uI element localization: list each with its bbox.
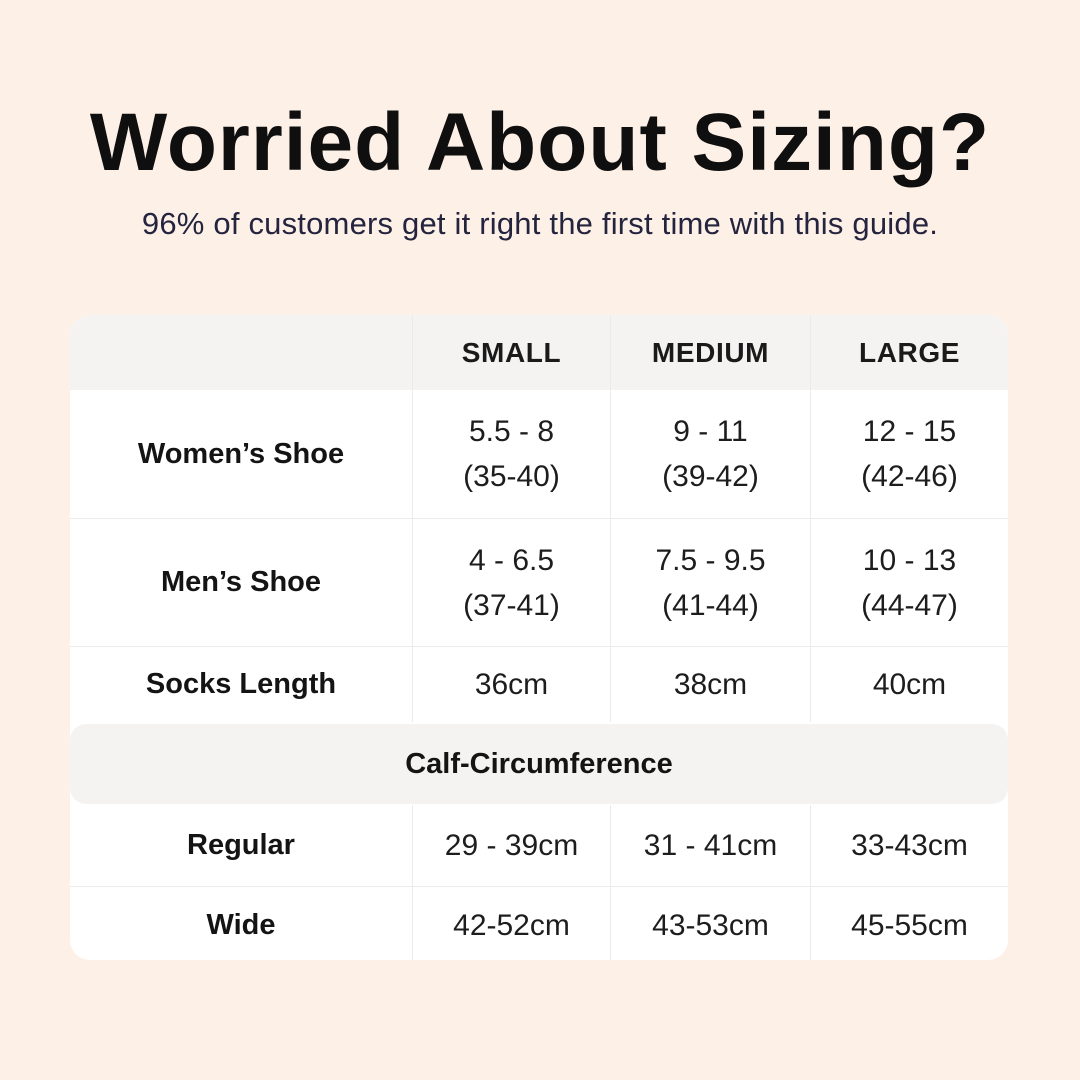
header-cell-small: SMALL xyxy=(412,315,610,390)
table-row-wide: Wide 42-52cm 43-53cm 45-55cm xyxy=(70,886,1008,960)
table-cell: 5.5 - 8 (35-40) xyxy=(412,390,610,518)
table-row-socks-length: Socks Length 36cm 38cm 40cm xyxy=(70,646,1008,722)
cell-value: 7.5 - 9.5 xyxy=(655,543,766,577)
table-cell: 31 - 41cm xyxy=(610,805,810,886)
cell-value: 4 - 6.5 xyxy=(468,543,555,577)
table-cell: 4 - 6.5 (37-41) xyxy=(412,519,610,646)
sizing-table-card: SMALL MEDIUM LARGE Women’s Shoe 5.5 - 8 … xyxy=(70,315,1008,960)
page-title: Worried About Sizing? xyxy=(89,97,991,188)
row-label-regular: Regular xyxy=(187,829,295,861)
cell-value-eu: (39-42) xyxy=(662,460,759,493)
table-row-womens-shoe: Women’s Shoe 5.5 - 8 (35-40) 9 - 11 (39-… xyxy=(70,390,1008,518)
cell-value: 9 - 11 xyxy=(673,415,748,448)
table-cell: 36cm xyxy=(412,647,610,722)
table-cell: 29 - 39cm xyxy=(412,805,610,886)
row-label-mens-shoe: Men’s Shoe xyxy=(160,566,322,598)
cell-value: 12 - 15 xyxy=(862,415,957,448)
cell-value: 43-53cm xyxy=(652,908,769,942)
table-cell: 10 - 13 (44-47) xyxy=(810,519,1008,646)
table-row-mens-shoe: Men’s Shoe 4 - 6.5 (37-41) 7.5 - 9.5 (41… xyxy=(70,518,1008,646)
table-cell: 38cm xyxy=(610,647,810,722)
cell-value-eu: (44-47) xyxy=(861,588,958,622)
cell-value-eu: (37-41) xyxy=(463,588,560,622)
cell-value: 31 - 41cm xyxy=(643,829,778,862)
cell-value-eu: (35-40) xyxy=(463,460,560,493)
table-cell: 42-52cm xyxy=(412,887,610,960)
page-subtitle: 96% of customers get it right the first … xyxy=(141,206,939,241)
cell-value: 36cm xyxy=(474,668,549,701)
table-cell: 7.5 - 9.5 (41-44) xyxy=(610,519,810,646)
table-cell: 40cm xyxy=(810,647,1008,722)
table-cell: 43-53cm xyxy=(610,887,810,960)
row-label-wide: Wide xyxy=(206,908,276,941)
cell-value: 45-55cm xyxy=(851,908,968,942)
table-cell: 45-55cm xyxy=(810,887,1008,960)
row-label-womens-shoe: Women’s Shoe xyxy=(137,437,345,470)
table-row-regular: Regular 29 - 39cm 31 - 41cm 33-43cm xyxy=(70,805,1008,886)
header-cell-medium: MEDIUM xyxy=(610,315,810,390)
row-label-socks-length: Socks Length xyxy=(145,668,337,700)
table-header-row: SMALL MEDIUM LARGE xyxy=(70,315,1008,390)
table-cell: 33-43cm xyxy=(810,805,1008,886)
section-header-label: Calf-Circumference xyxy=(405,747,673,780)
cell-value: 5.5 - 8 xyxy=(468,415,555,448)
cell-value: 38cm xyxy=(673,668,748,701)
cell-value: 10 - 13 xyxy=(862,543,957,577)
header-cell-large: LARGE xyxy=(810,315,1008,390)
cell-value-eu: (42-46) xyxy=(861,460,958,493)
cell-value-eu: (41-44) xyxy=(662,588,759,622)
cell-value: 42-52cm xyxy=(453,908,570,942)
table-cell: 12 - 15 (42-46) xyxy=(810,390,1008,518)
cell-value: 33-43cm xyxy=(851,829,968,862)
cell-value: 29 - 39cm xyxy=(444,829,579,862)
header-cell-empty xyxy=(70,315,412,390)
section-header-calf-circumference: Calf-Circumference xyxy=(70,724,1008,804)
cell-value: 40cm xyxy=(872,668,947,701)
table-cell: 9 - 11 (39-42) xyxy=(610,390,810,518)
